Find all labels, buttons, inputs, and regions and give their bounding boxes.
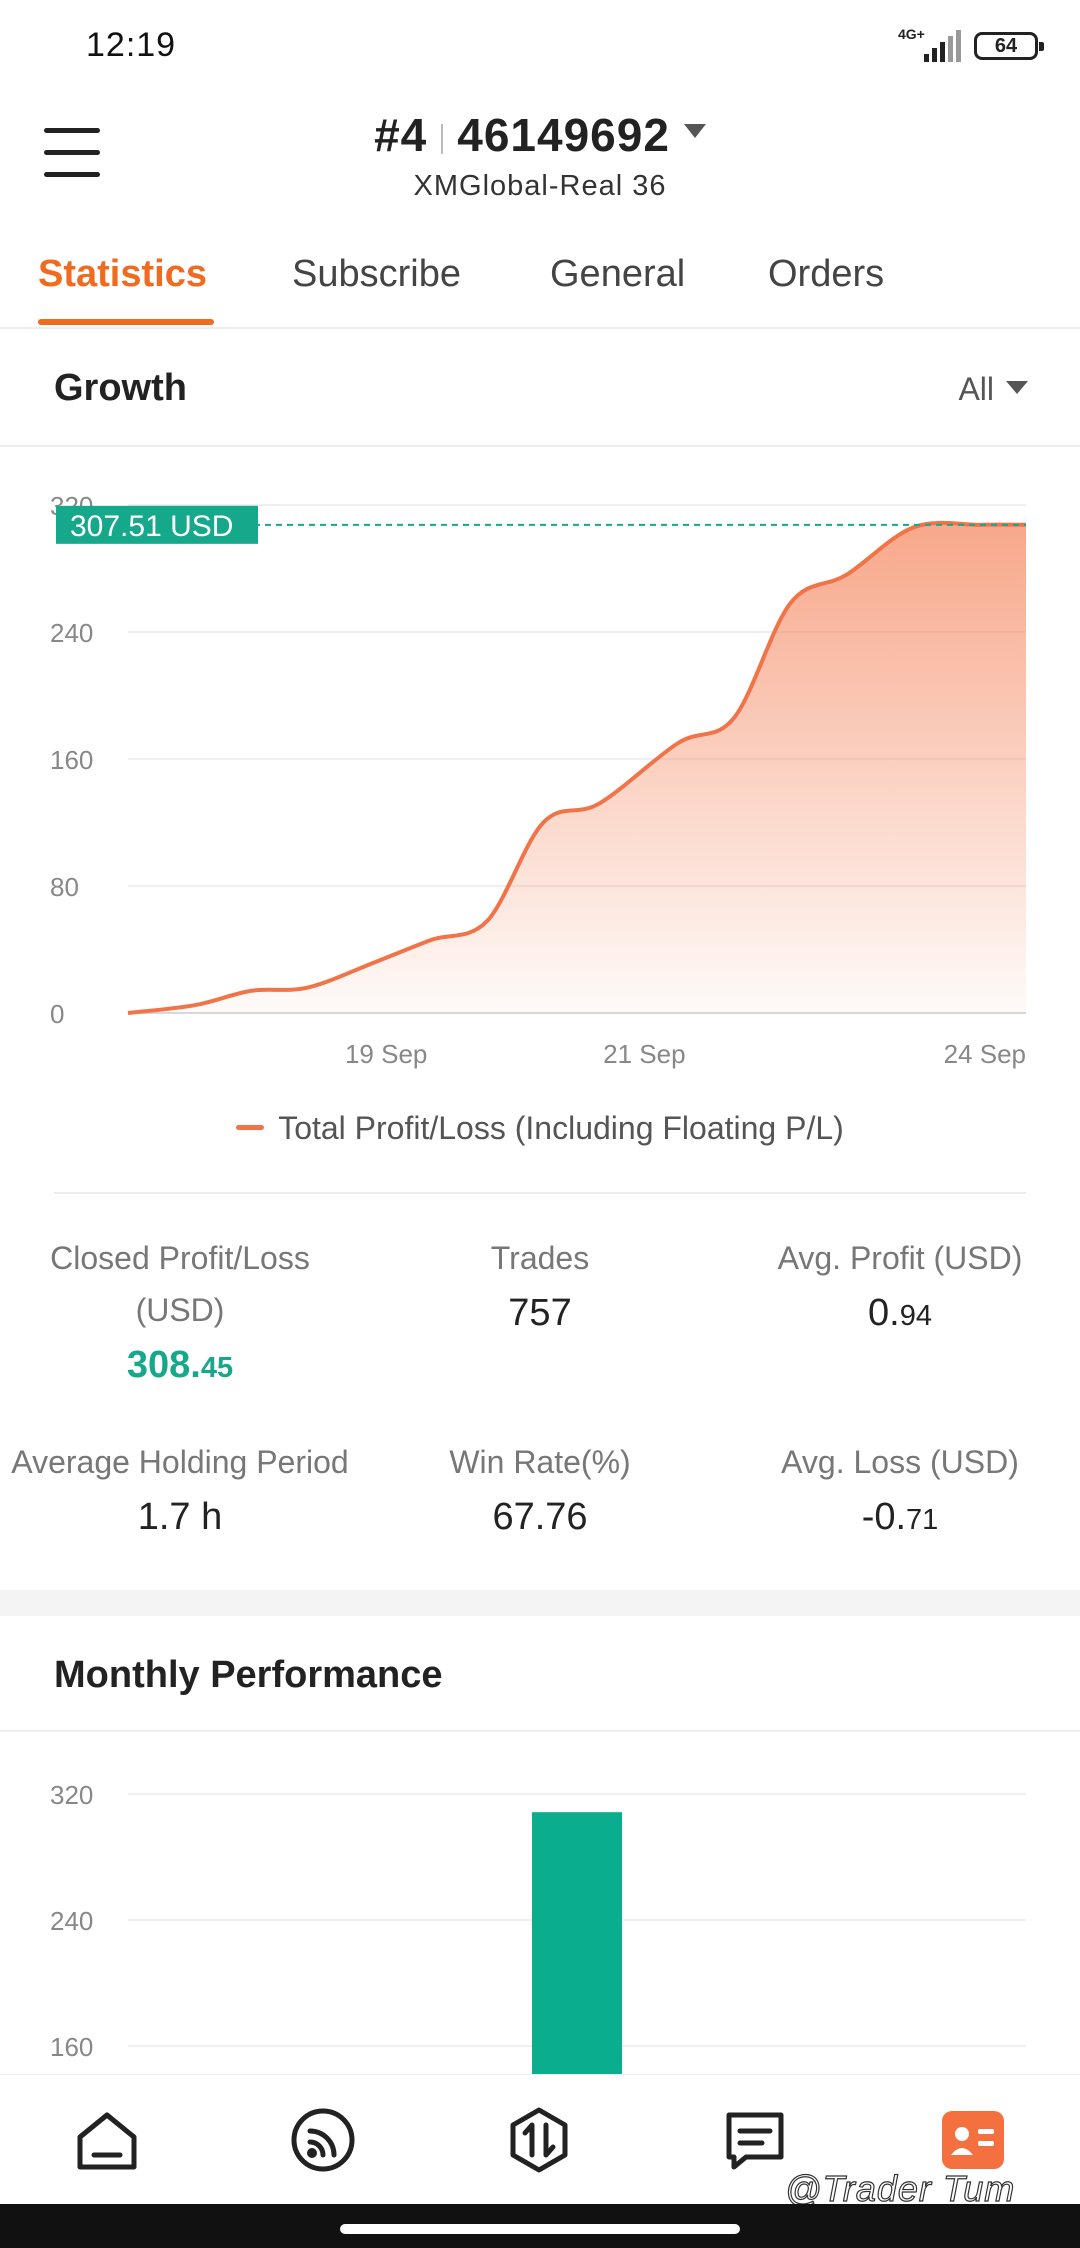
home-icon[interactable] [72, 2105, 142, 2175]
account-selector[interactable]: #4 46149692 [0, 108, 1080, 162]
x-tick-label: 19 Sep [345, 1039, 427, 1069]
stat-label: Win Rate(%) [449, 1444, 631, 1480]
stat-value: 1.7 h [137, 1496, 223, 1538]
tab-subscribe[interactable]: Subscribe [292, 253, 461, 295]
growth-section-header: Growth All [0, 331, 1080, 447]
stat-label: Avg. Profit (USD) [777, 1240, 1023, 1276]
y-tick-label: 0 [50, 999, 64, 1029]
messages-icon[interactable] [720, 2105, 790, 2175]
y-tick-label: 160 [50, 745, 93, 775]
y-tick-label: 160 [50, 2032, 93, 2062]
stat-value: 308.45 [126, 1344, 234, 1386]
tab-bar: Statistics Subscribe General Orders [0, 245, 1080, 329]
stat-value: -0.71 [861, 1496, 939, 1538]
x-tick-label: 21 Sep [603, 1039, 685, 1069]
y-tick-label: 80 [50, 872, 79, 902]
menu-icon[interactable] [44, 128, 102, 178]
growth-period-filter[interactable]: All [958, 371, 1028, 408]
battery-icon: 64 [974, 32, 1044, 60]
stat-trades: Trades 757 [360, 1232, 720, 1335]
stat-closed-pl: Closed Profit/Loss (USD) 308.45 [0, 1232, 360, 1387]
stat-avg-holding: Average Holding Period 1.7 h [0, 1436, 360, 1539]
trade-icon[interactable] [504, 2105, 574, 2175]
profile-card-icon[interactable] [938, 2105, 1008, 2175]
stat-value: 0.94 [868, 1292, 932, 1334]
caret-down-icon [1006, 381, 1028, 395]
stat-avg-loss: Avg. Loss (USD) -0.71 [720, 1436, 1080, 1539]
y-tick-label: 240 [50, 1906, 93, 1936]
y-tick-label: 240 [50, 618, 93, 648]
signal-icon [924, 30, 961, 62]
active-tab-indicator [38, 319, 214, 325]
caret-down-icon [683, 123, 706, 138]
growth-filter-label: All [958, 371, 994, 407]
growth-line [127, 520, 1027, 1015]
section-separator [0, 1590, 1080, 1616]
network-type: 4G+ [898, 26, 925, 42]
current-value-badge: 307.51 USD [56, 505, 258, 544]
stat-label: Trades [490, 1240, 590, 1276]
account-prefix: #4 [374, 109, 428, 161]
monthly-chart[interactable]: 160 240 320 [0, 1734, 1080, 2074]
stat-label-unit: (USD) [135, 1292, 225, 1328]
stat-label: Average Holding Period [11, 1444, 349, 1480]
stat-win-rate: Win Rate(%) 67.76 [360, 1436, 720, 1539]
growth-area [128, 522, 1026, 1013]
monthly-bar[interactable] [532, 1812, 622, 2074]
tab-general[interactable]: General [550, 253, 686, 295]
feed-icon[interactable] [288, 2105, 358, 2175]
x-tick-label: 24 Sep [944, 1039, 1026, 1069]
account-number: 46149692 [457, 109, 670, 161]
tab-statistics[interactable]: Statistics [38, 253, 207, 295]
current-value-text: 307.51 USD [70, 510, 233, 543]
stat-value: 757 [508, 1292, 572, 1334]
tab-orders[interactable]: Orders [768, 253, 885, 295]
status-time: 12:19 [86, 26, 177, 64]
legend-label: Total Profit/Loss (Including Floating P/… [278, 1110, 844, 1146]
monthly-section-header: Monthly Performance [0, 1616, 1080, 1732]
legend-swatch [236, 1125, 265, 1131]
stat-avg-profit: Avg. Profit (USD) 0.94 [720, 1232, 1080, 1335]
stat-label: Avg. Loss (USD) [781, 1444, 1019, 1480]
home-indicator[interactable] [340, 2224, 740, 2234]
divider [54, 1192, 1026, 1194]
stat-label: Closed Profit/Loss [50, 1240, 310, 1276]
stat-value: 67.76 [492, 1496, 588, 1538]
server-name: XMGlobal-Real 36 [413, 170, 667, 202]
growth-title: Growth [54, 367, 187, 409]
watermark: @Trader Tum [784, 2167, 1016, 2209]
bottom-navigation [0, 2074, 1080, 2204]
y-tick-label: 320 [50, 1780, 93, 1810]
status-bar: 12:19 4G+ 64 [0, 0, 1080, 90]
growth-legend: Total Profit/Loss (Including Floating P/… [0, 1110, 1080, 1147]
monthly-title: Monthly Performance [54, 1654, 443, 1696]
